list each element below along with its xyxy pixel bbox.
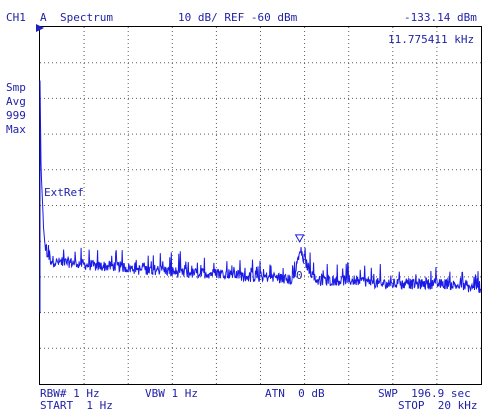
plot-grid: [40, 27, 481, 384]
channel-label: CH1: [6, 11, 26, 24]
vbw-readout: VBW 1 Hz: [145, 387, 198, 400]
marker-0-icon: [294, 234, 305, 243]
marker-level-readout: -133.14 dBm: [404, 11, 477, 24]
detector-max-label: Max: [6, 123, 26, 136]
stop-freq-readout: STOP 20 kHz: [398, 399, 478, 412]
start-freq-readout: START 1 Hz: [40, 399, 113, 412]
ref-level-arrow-icon: [36, 24, 44, 32]
rbw-readout: RBW# 1 Hz: [40, 387, 100, 400]
sweep-time-readout: SWP 196.9 sec: [378, 387, 471, 400]
marker-number-label: 0: [296, 269, 303, 282]
avg-count-label: 999: [6, 109, 26, 122]
detector-smp-label: Smp: [6, 81, 26, 94]
detector-avg-label: Avg: [6, 95, 26, 108]
attenuation-readout: ATN 0 dB: [265, 387, 325, 400]
marker-freq-readout: 11.775411 kHz: [388, 33, 475, 46]
scale-ref-readout: 10 dB/ REF -60 dBm: [178, 11, 298, 24]
extref-annotation: ExtRef: [44, 186, 84, 199]
measurement-title: Spectrum: [60, 11, 113, 24]
mode-letter: A: [40, 11, 47, 24]
marker-triangle-icon: [294, 234, 305, 243]
spectrum-trace: [39, 80, 482, 313]
